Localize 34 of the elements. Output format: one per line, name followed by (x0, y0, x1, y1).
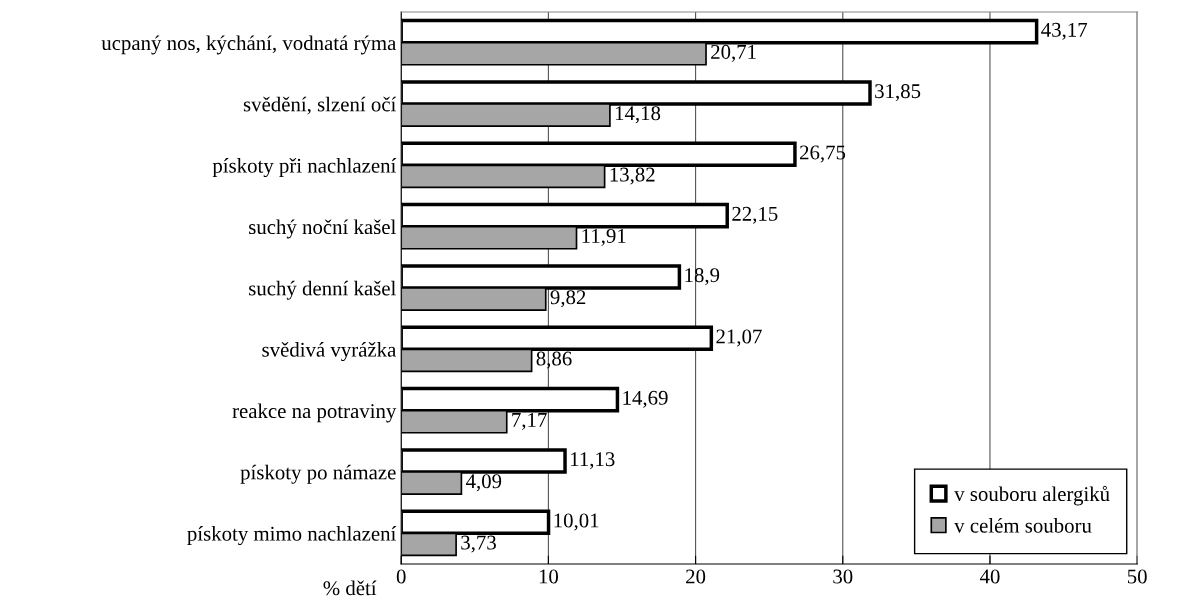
y-tick-label: reakce na potraviny (232, 403, 397, 423)
legend-label: v celém souboru (954, 517, 1092, 533)
data-label: 3,73 (461, 535, 496, 553)
data-label: 21,07 (716, 329, 762, 347)
data-label: 43,17 (1041, 22, 1088, 40)
data-label: 9,82 (550, 290, 586, 308)
data-label: 14,69 (623, 390, 668, 408)
x-tick-label: 10 (539, 569, 559, 584)
x-tick-label: 0 (396, 569, 406, 584)
data-label: 31,85 (875, 84, 921, 102)
x-tick-label: 40 (979, 569, 1000, 584)
y-tick-label: pískoty při nachlazení (212, 158, 397, 178)
legend-label: v souboru alergiků (954, 485, 1110, 506)
y-tick-label: suchý denní kašel (249, 280, 396, 300)
data-label: 20,71 (711, 44, 756, 62)
y-tick-label: pískoty mimo nachlazení (187, 526, 397, 546)
y-tick-label: suchý noční kašel (249, 219, 396, 239)
x-tick-label: 20 (686, 569, 706, 584)
y-tick-label: svědivá vyrážka (262, 342, 397, 362)
data-label: 14,18 (615, 106, 661, 124)
data-label: 4,09 (465, 474, 502, 492)
y-tick-label: svědění, slzení očí (243, 96, 397, 115)
data-label: 10,01 (554, 513, 599, 531)
y-tick-label: ucpaný nos, kýchání, vodnatá rýma (101, 35, 397, 55)
data-label: 11,13 (571, 452, 615, 470)
data-label: 13,82 (610, 167, 655, 185)
x-tick-label: 50 (1127, 569, 1147, 584)
data-label: 22,15 (732, 206, 778, 224)
x-axis-title: % dětí (323, 580, 377, 596)
data-label: 26,75 (800, 145, 846, 163)
x-tick-label: 30 (833, 569, 853, 584)
data-label: 7,17 (512, 412, 547, 430)
data-label: 11,91 (582, 228, 626, 246)
y-tick-label: pískoty po námaze (240, 464, 396, 484)
